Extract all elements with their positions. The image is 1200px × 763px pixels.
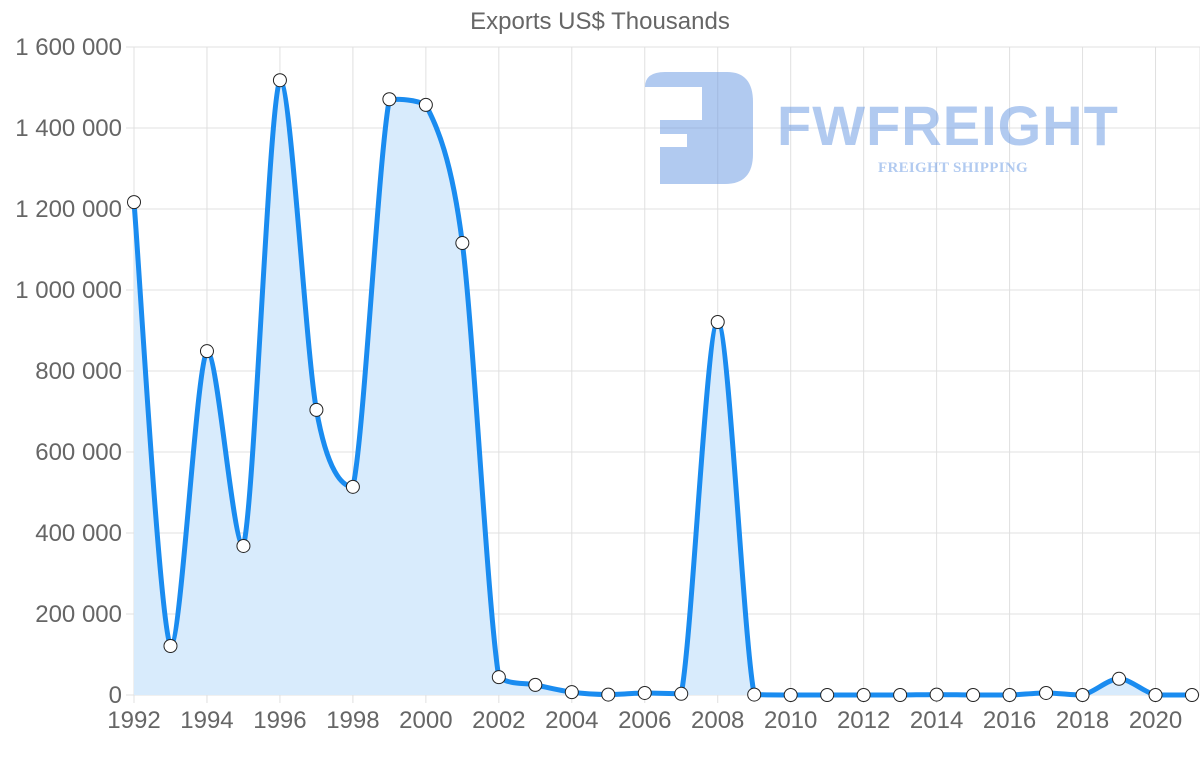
x-tick-label: 2018 — [1056, 707, 1109, 734]
data-point[interactable] — [966, 688, 981, 702]
x-tick-label: 2012 — [837, 707, 890, 734]
y-tick-label: 200 000 — [35, 601, 122, 628]
data-points — [127, 73, 1199, 702]
x-axis-ticks: 1992 1994 1996 1998 2000 2002 2004 2006 2008 2010… — [107, 707, 1182, 734]
x-tick-label: 2006 — [618, 707, 671, 734]
data-point[interactable] — [528, 677, 543, 692]
data-point[interactable] — [601, 687, 616, 702]
y-tick-label: 1 000 000 — [15, 277, 122, 304]
y-tick-label: 1 200 000 — [15, 196, 122, 223]
data-point[interactable] — [163, 638, 178, 653]
data-point[interactable] — [1075, 688, 1090, 702]
data-point[interactable] — [345, 479, 360, 494]
x-tick-label: 2008 — [691, 707, 744, 734]
data-point[interactable] — [272, 73, 287, 88]
data-point[interactable] — [1039, 685, 1054, 700]
data-point[interactable] — [1112, 671, 1127, 686]
area-fill — [134, 80, 1192, 695]
data-point[interactable] — [637, 685, 652, 700]
data-point[interactable] — [674, 686, 689, 701]
x-tick-label: 2000 — [399, 707, 452, 734]
x-tick-label: 2020 — [1129, 707, 1182, 734]
y-tick-label: 800 000 — [35, 358, 122, 385]
data-point[interactable] — [564, 685, 579, 700]
data-point[interactable] — [1148, 688, 1163, 702]
x-tick-label: 2014 — [910, 707, 963, 734]
x-tick-label: 2016 — [983, 707, 1036, 734]
data-point[interactable] — [820, 688, 835, 702]
x-tick-label: 1996 — [253, 707, 306, 734]
y-tick-label: 400 000 — [35, 520, 122, 547]
data-point[interactable] — [382, 92, 397, 107]
series-line — [131, 77, 1195, 698]
data-point[interactable] — [236, 538, 251, 553]
data-point[interactable] — [309, 402, 324, 417]
x-tick-label: 2002 — [472, 707, 525, 734]
data-point[interactable] — [710, 314, 725, 329]
x-tick-label: 1992 — [107, 707, 160, 734]
data-point[interactable] — [491, 670, 506, 685]
data-point[interactable] — [1002, 688, 1017, 702]
y-axis-ticks: 0 200 000 400 000 600 000 800 000 1 000 000 1 … — [15, 34, 122, 709]
chart-title: Exports US$ Thousands — [470, 8, 730, 35]
data-point[interactable] — [1185, 688, 1199, 702]
data-point[interactable] — [418, 97, 433, 112]
y-tick-label: 600 000 — [35, 439, 122, 466]
x-tick-label: 2004 — [545, 707, 598, 734]
data-point[interactable] — [455, 236, 470, 251]
data-point[interactable] — [893, 688, 908, 702]
x-tick-label: 1994 — [180, 707, 233, 734]
data-point[interactable] — [199, 344, 214, 359]
y-tick-label: 0 — [109, 682, 122, 709]
data-point[interactable] — [127, 195, 141, 210]
x-tick-label: 1998 — [326, 707, 379, 734]
data-point[interactable] — [856, 688, 871, 702]
data-point[interactable] — [747, 687, 762, 702]
data-point[interactable] — [783, 688, 798, 702]
x-tick-label: 2010 — [764, 707, 817, 734]
data-point[interactable] — [929, 687, 944, 702]
y-tick-label: 1 600 000 — [15, 34, 122, 61]
y-tick-label: 1 400 000 — [15, 115, 122, 142]
